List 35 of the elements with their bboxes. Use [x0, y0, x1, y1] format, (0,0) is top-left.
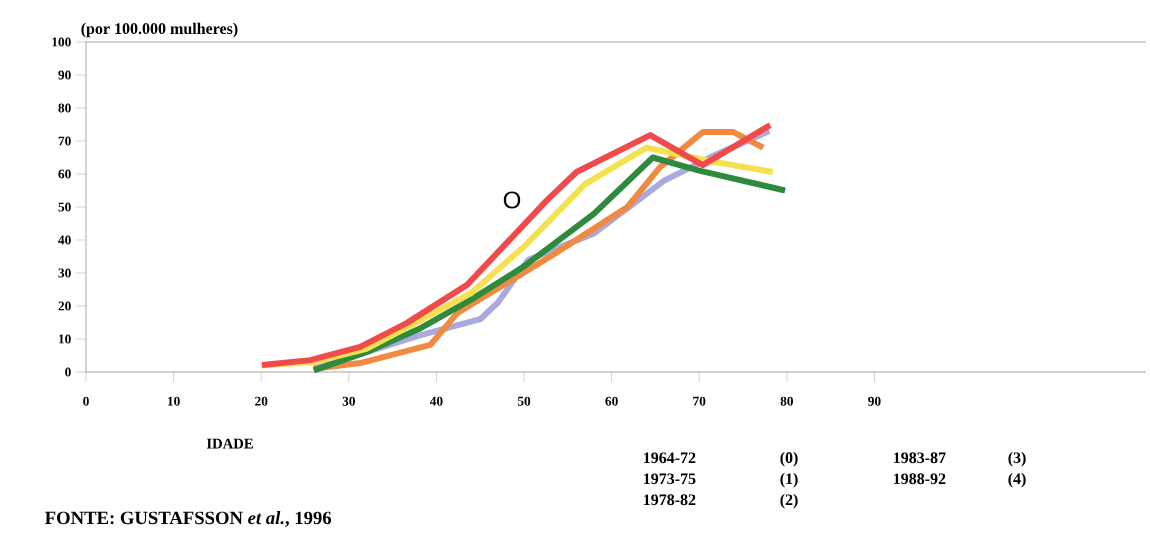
y-tick-label: 80	[58, 103, 71, 113]
x-tick-label: 90	[868, 396, 881, 406]
y-tick-label: 10	[59, 334, 71, 344]
text: (1)	[780, 472, 798, 488]
x-tick-label: 50	[517, 396, 531, 406]
x-tick-label: 70	[693, 396, 706, 406]
text: (2)	[780, 493, 798, 509]
x-axis-title: IDADE	[206, 438, 253, 449]
x-tick-label: 60	[605, 396, 618, 406]
y-tick-label: 0	[65, 367, 71, 377]
x-tick-label: 10	[168, 396, 180, 406]
x-tick-label: 0	[83, 396, 89, 406]
annotation: O	[503, 191, 521, 209]
text: 1988-92	[893, 473, 946, 485]
y-tick-label: 60	[58, 169, 71, 179]
x-tick-label: 30	[342, 396, 355, 406]
text: 1983-87	[893, 452, 946, 464]
y-tick-label: 50	[58, 202, 71, 212]
x-tick-label: 80	[780, 396, 793, 406]
y-tick-label: 40	[58, 235, 71, 245]
y-tick-label: 90	[58, 70, 71, 80]
text: (0)	[780, 451, 798, 467]
x-tick-label: 40	[429, 396, 443, 406]
x-tick-label: 20	[255, 396, 268, 406]
text: 1973-75	[643, 473, 696, 485]
text: 1964-72	[643, 452, 696, 464]
y-axis-title: (por 100.000 mulheres)	[81, 22, 238, 38]
source-note: FONTE: GUSTAFSSON et al., 1996	[45, 511, 332, 527]
y-tick-label: 100	[52, 37, 71, 47]
text: 1978-82	[643, 494, 696, 506]
text: (3)	[1008, 451, 1026, 467]
y-tick-label: 70	[58, 136, 71, 146]
text: (4)	[1008, 472, 1026, 488]
y-tick-label: 30	[58, 268, 71, 278]
y-tick-label: 20	[58, 301, 71, 311]
